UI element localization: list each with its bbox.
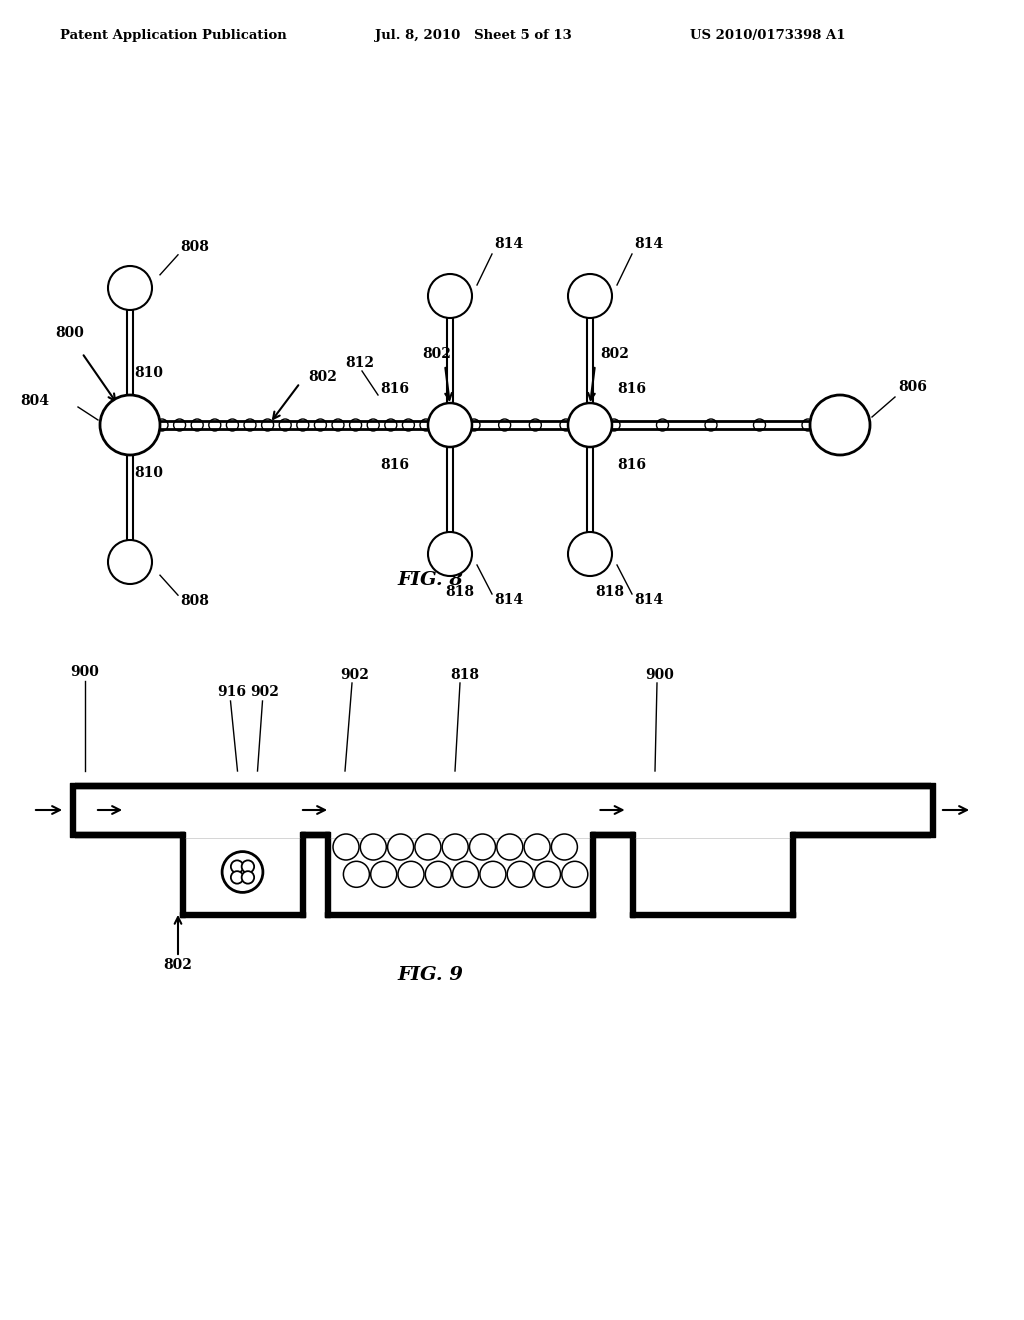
- Text: 902: 902: [251, 685, 280, 700]
- Circle shape: [398, 862, 424, 887]
- Circle shape: [222, 851, 263, 892]
- Circle shape: [524, 834, 550, 861]
- Circle shape: [428, 403, 472, 447]
- Circle shape: [108, 540, 152, 583]
- Text: 814: 814: [494, 238, 523, 251]
- Text: FIG. 9: FIG. 9: [397, 966, 463, 983]
- Circle shape: [333, 834, 359, 861]
- Circle shape: [230, 861, 244, 873]
- Circle shape: [415, 834, 441, 861]
- Circle shape: [469, 834, 496, 861]
- Text: FIG. 8: FIG. 8: [397, 572, 463, 589]
- Circle shape: [428, 275, 472, 318]
- Circle shape: [507, 862, 534, 887]
- Text: 816: 816: [617, 381, 646, 396]
- Circle shape: [497, 834, 523, 861]
- Text: 802: 802: [600, 347, 629, 360]
- Circle shape: [343, 862, 370, 887]
- Text: 812: 812: [345, 356, 374, 370]
- Text: 916: 916: [217, 685, 247, 700]
- Text: 814: 814: [634, 238, 664, 251]
- Circle shape: [425, 862, 452, 887]
- Text: 806: 806: [898, 380, 927, 393]
- Text: 900: 900: [70, 665, 99, 678]
- Text: 808: 808: [180, 594, 209, 609]
- Circle shape: [360, 834, 386, 861]
- Text: 814: 814: [494, 593, 523, 607]
- Text: Jul. 8, 2010   Sheet 5 of 13: Jul. 8, 2010 Sheet 5 of 13: [375, 29, 571, 41]
- Text: 818: 818: [450, 668, 479, 682]
- Circle shape: [230, 871, 244, 883]
- Circle shape: [568, 275, 612, 318]
- Text: 818: 818: [595, 585, 624, 599]
- Circle shape: [568, 532, 612, 576]
- Text: 902: 902: [340, 668, 369, 682]
- Text: 816: 816: [617, 458, 646, 473]
- Circle shape: [810, 395, 870, 455]
- Text: Patent Application Publication: Patent Application Publication: [60, 29, 287, 41]
- Text: 800: 800: [55, 326, 84, 341]
- Circle shape: [535, 862, 560, 887]
- Circle shape: [242, 871, 254, 883]
- Text: 814: 814: [634, 593, 664, 607]
- Circle shape: [442, 834, 468, 861]
- Circle shape: [242, 861, 254, 873]
- Circle shape: [371, 862, 396, 887]
- Text: 802: 802: [308, 370, 337, 384]
- Circle shape: [108, 267, 152, 310]
- Text: 900: 900: [645, 668, 674, 682]
- Circle shape: [562, 862, 588, 887]
- Text: US 2010/0173398 A1: US 2010/0173398 A1: [690, 29, 846, 41]
- Text: 802: 802: [164, 958, 193, 972]
- Text: 804: 804: [20, 393, 49, 408]
- Circle shape: [453, 862, 478, 887]
- Text: 816: 816: [380, 381, 409, 396]
- Text: 818: 818: [445, 585, 474, 599]
- Text: 808: 808: [180, 240, 209, 253]
- Text: 810: 810: [134, 466, 163, 480]
- Circle shape: [388, 834, 414, 861]
- Circle shape: [428, 532, 472, 576]
- Text: 802: 802: [422, 347, 451, 360]
- Circle shape: [100, 395, 160, 455]
- Circle shape: [480, 862, 506, 887]
- Circle shape: [551, 834, 578, 861]
- Circle shape: [568, 403, 612, 447]
- Text: 816: 816: [380, 458, 409, 473]
- Text: 810: 810: [134, 366, 163, 380]
